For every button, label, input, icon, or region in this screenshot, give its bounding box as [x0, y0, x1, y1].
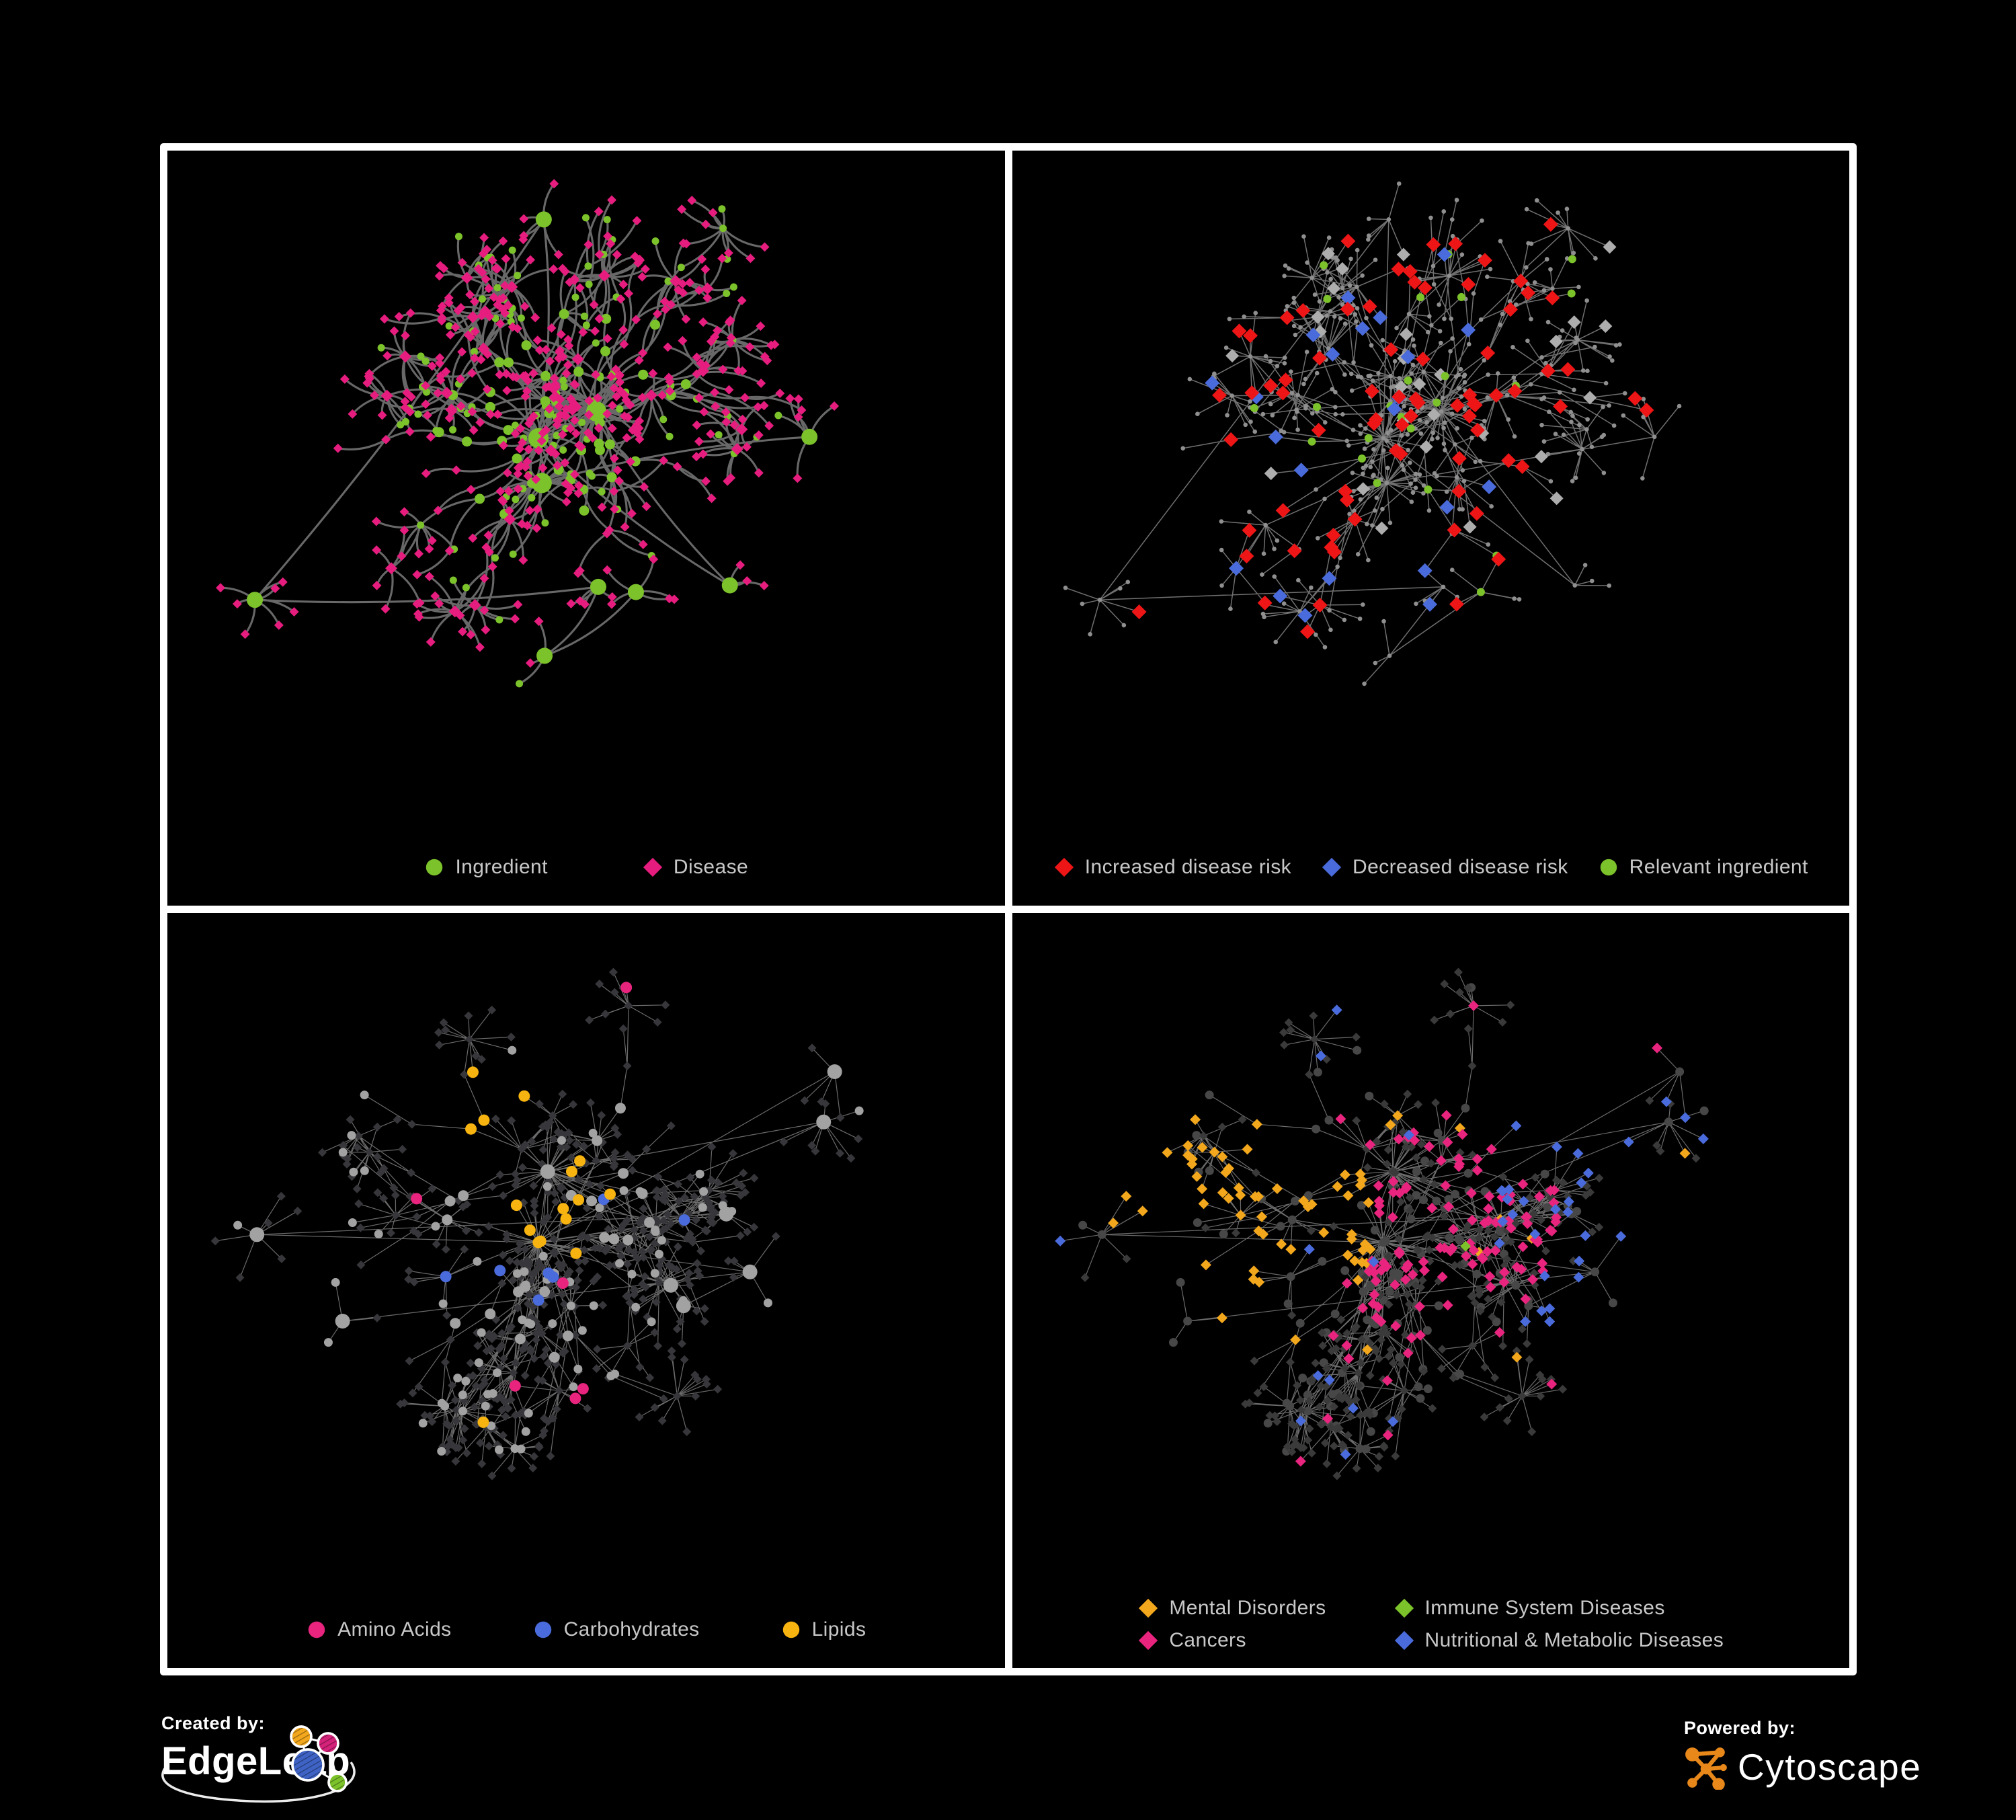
- legend-label: Decreased disease risk: [1353, 856, 1568, 878]
- cancers-diamond-icon: [1139, 1630, 1158, 1651]
- legend-item-amino-acids: Amino Acids: [306, 1618, 451, 1641]
- panel-ingredient-disease: Ingredient Disease: [167, 151, 1005, 906]
- legend-nutrient-classes: Amino Acids Carbohydrates Lipids: [167, 1618, 1005, 1641]
- legend-label: Relevant ingredient: [1629, 856, 1808, 878]
- panel-disease-classes: Mental Disorders Immune System Diseases …: [1012, 913, 1850, 1668]
- legend-item-immune-system-diseases: Immune System Diseases: [1394, 1597, 1724, 1620]
- mental-disorders-diamond-icon: [1139, 1598, 1158, 1618]
- legend-label: Ingredient: [455, 856, 548, 878]
- edgeleap-network-icon: [290, 1725, 348, 1792]
- panel-nutrient-classes: Amino Acids Carbohydrates Lipids: [167, 913, 1005, 1668]
- relevant-ingredient-circle-icon: [1600, 859, 1617, 876]
- legend-item-relevant-ingredient: Relevant ingredient: [1598, 856, 1808, 879]
- legend-item-carbohydrates: Carbohydrates: [532, 1618, 700, 1641]
- legend-item-ingredient: Ingredient: [424, 856, 547, 879]
- legend-label: Nutritional & Metabolic Diseases: [1424, 1629, 1724, 1651]
- cytoscape-logo: Powered by: Cytoscape: [1684, 1718, 1921, 1790]
- disease-classes-network-graph: [1054, 967, 1709, 1480]
- legend-item-increased-risk: Increased disease risk: [1053, 856, 1291, 879]
- cytoscape-wordmark: Cytoscape: [1738, 1746, 1922, 1788]
- edgeleap-logo: Created by: EdgeLeap: [161, 1713, 356, 1803]
- legend-ingredient-disease: Ingredient Disease: [167, 856, 1005, 879]
- carbohydrates-circle-icon: [534, 1621, 551, 1638]
- disease-diamond-icon: [643, 857, 662, 877]
- panel-disease-risk: Increased disease risk Decreased disease…: [1012, 151, 1850, 906]
- legend-label: Disease: [673, 856, 749, 878]
- powered-by-label: Powered by:: [1684, 1718, 1796, 1738]
- figure-grid: Ingredient Disease Increased disease ris…: [160, 143, 1857, 1675]
- created-by-label: Created by:: [161, 1713, 266, 1733]
- ingredient-circle-icon: [426, 859, 443, 876]
- legend-disease-classes: Mental Disorders Immune System Diseases …: [1012, 1597, 1850, 1652]
- amino-acids-circle-icon: [308, 1621, 325, 1638]
- legend-item-nutritional-metabolic-diseases: Nutritional & Metabolic Diseases: [1394, 1629, 1724, 1652]
- legend-item-mental-disorders: Mental Disorders: [1137, 1597, 1326, 1620]
- immune-system-diseases-diamond-icon: [1394, 1598, 1414, 1618]
- legend-label: Increased disease risk: [1084, 856, 1292, 878]
- legend-label: Immune System Diseases: [1424, 1597, 1665, 1619]
- lipids-circle-icon: [782, 1621, 799, 1638]
- legend-item-lipids: Lipids: [780, 1618, 866, 1641]
- ingredient-disease-network-graph: [216, 179, 840, 688]
- increased-risk-diamond-icon: [1054, 857, 1074, 877]
- legend-label: Cancers: [1169, 1629, 1246, 1651]
- legend-item-disease: Disease: [642, 856, 748, 879]
- nutritional-metabolic-diseases-diamond-icon: [1394, 1630, 1414, 1651]
- legend-disease-risk: Increased disease risk Decreased disease…: [1012, 856, 1850, 879]
- legend-item-cancers: Cancers: [1137, 1629, 1326, 1652]
- legend-label: Amino Acids: [337, 1618, 452, 1640]
- nutrient-classes-network-graph: [210, 967, 864, 1480]
- legend-item-decreased-risk: Decreased disease risk: [1321, 856, 1568, 879]
- decreased-risk-diamond-icon: [1322, 857, 1342, 877]
- legend-label: Mental Disorders: [1169, 1597, 1326, 1619]
- legend-label: Lipids: [811, 1618, 866, 1640]
- cytoscape-network-icon: [1685, 1747, 1727, 1790]
- disease-risk-network-graph: [1063, 181, 1681, 686]
- legend-label: Carbohydrates: [563, 1618, 700, 1640]
